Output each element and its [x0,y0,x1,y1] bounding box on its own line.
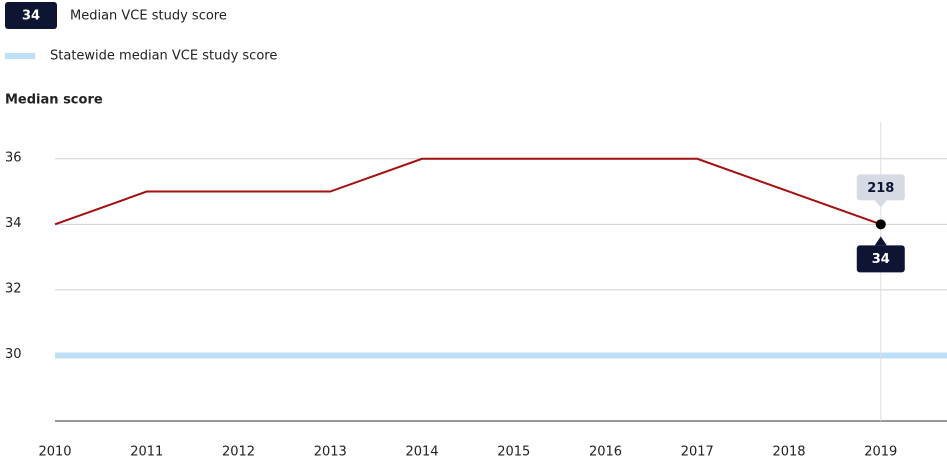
x-tick-label: 2010 [38,445,71,460]
x-tick-label: 2017 [681,445,714,460]
value-label-box [856,245,905,273]
x-tick-label: 2013 [314,445,347,460]
count-label-box [856,174,905,201]
y-tick-label: 32 [5,281,22,296]
y-tick-label: 36 [5,150,22,165]
x-tick-label: 2015 [497,445,530,460]
x-tick-label: 2011 [130,445,163,460]
x-tick-label: 2018 [772,445,805,460]
highlight-point [875,219,886,230]
legend-label: Median VCE study score [70,9,227,24]
series-line [54,157,882,226]
legend-badge-value: 34 [22,9,40,24]
y-axis-label: Median score [5,93,103,108]
x-tick-label: 2016 [589,445,622,460]
y-tick-label: 34 [5,216,22,231]
x-tick-label: 2012 [222,445,255,460]
x-tick-label: 2019 [864,445,897,460]
legend-label: Statewide median VCE study score [50,49,277,64]
value-label: 34 [872,252,890,267]
y-tick-label: 30 [5,347,22,362]
count-label: 218 [867,181,894,196]
legend-badge [5,2,57,29]
x-tick-label: 2014 [405,445,438,460]
value-label-pointer [874,236,887,246]
count-label-pointer [874,200,887,208]
